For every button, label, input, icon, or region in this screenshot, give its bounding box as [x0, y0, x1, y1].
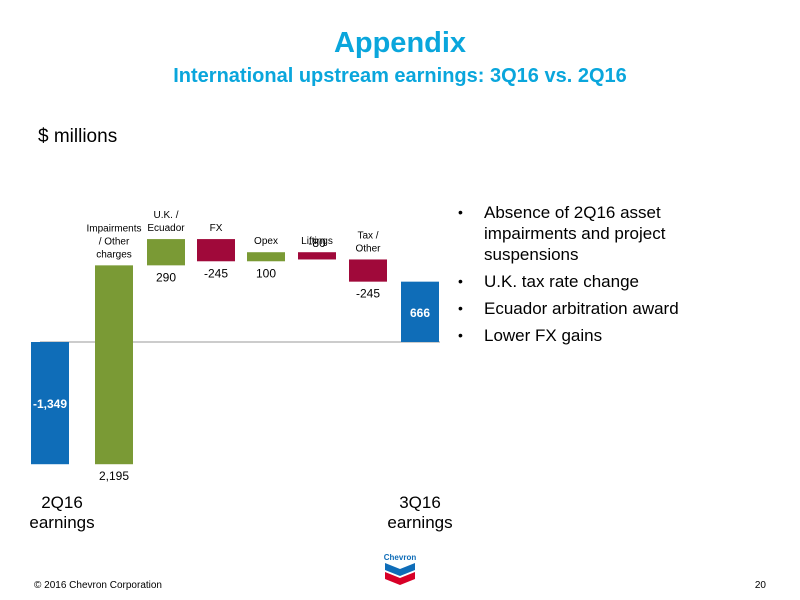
category-label: Opex	[254, 236, 278, 247]
bullet-text: U.K. tax rate change	[484, 272, 639, 291]
waterfall-bar	[95, 265, 133, 465]
category-label: U.K. /	[153, 210, 178, 221]
page-number: 20	[754, 580, 766, 591]
units-label: $ millions	[38, 126, 118, 147]
category-label: Impairments	[86, 223, 141, 234]
bullet-text: Lower FX gains	[484, 326, 603, 345]
logo-chevron-top	[385, 563, 415, 576]
waterfall-bar	[247, 252, 285, 262]
data-label: 290	[156, 270, 176, 284]
data-label: -245	[204, 266, 228, 280]
bullet-text: Ecuador arbitration award	[484, 299, 679, 318]
category-label: earnings	[387, 513, 452, 532]
logo-text: Chevron	[384, 553, 417, 562]
category-label: 2Q16	[41, 493, 83, 512]
bullet-item: • U.K. tax rate change	[458, 272, 639, 291]
category-label: FX	[210, 223, 223, 234]
data-label: 666	[410, 306, 430, 320]
waterfall-bar	[147, 239, 185, 266]
bullet-item: • Lower FX gains	[458, 326, 603, 345]
page-subtitle: International upstream earnings: 3Q16 vs…	[173, 65, 627, 87]
category-label: Other	[355, 243, 381, 254]
data-label: 100	[256, 266, 276, 280]
logo-chevron-bottom	[385, 572, 415, 585]
data-label: 2,195	[99, 469, 129, 483]
data-label: -1,349	[33, 397, 67, 411]
data-label: -80	[308, 236, 326, 250]
bullet-item: • Absence of 2Q16 asset impairments and p…	[458, 203, 666, 264]
copyright: © 2016 Chevron Corporation	[34, 580, 162, 591]
waterfall-bar	[401, 281, 439, 342]
chevron-logo: Chevron	[384, 553, 417, 585]
waterfall-bar	[349, 259, 387, 282]
waterfall-bar	[31, 342, 69, 465]
category-label: earnings	[29, 513, 94, 532]
category-label: Ecuador	[147, 223, 185, 234]
data-label: -245	[356, 287, 380, 301]
category-label: 3Q16	[399, 493, 441, 512]
category-label: Liftings	[301, 236, 333, 247]
waterfall-bar	[197, 239, 235, 262]
category-label: / Other	[99, 236, 130, 247]
bullet-item: • Ecuador arbitration award	[458, 299, 679, 318]
waterfall-bar	[298, 252, 336, 260]
bullet-list: • Absence of 2Q16 asset impairments and p…	[456, 202, 756, 352]
category-label: Tax /	[357, 230, 378, 241]
bullet-text: Absence of 2Q16 asset impairments and pr…	[484, 203, 666, 264]
category-label: charges	[96, 249, 132, 260]
page-title: Appendix	[333, 27, 467, 59]
